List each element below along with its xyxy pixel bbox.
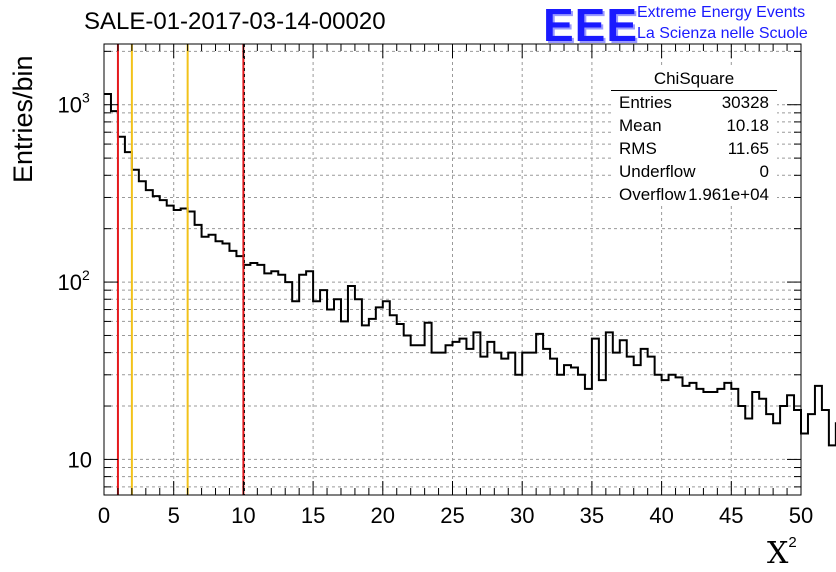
y-tick-label-exponent: 2 — [82, 267, 90, 283]
x-tick-label: 15 — [301, 503, 325, 528]
x-tick-label: 25 — [440, 503, 464, 528]
stat-value: 30328 — [721, 93, 769, 112]
stat-row-entries: Entries 30328 — [619, 93, 769, 115]
stat-key: Overflow — [619, 185, 687, 204]
y-tick-label: 10 — [58, 270, 82, 295]
y-axis-label: Entries/bin — [8, 55, 38, 183]
stat-key: RMS — [619, 139, 657, 158]
stat-row-mean: Mean 10.18 — [619, 116, 769, 138]
x-tick-label: 40 — [649, 503, 673, 528]
logo-line-2: La Scienza nelle Scuole — [637, 25, 808, 42]
histogram-outline — [104, 92, 836, 447]
x-axis-label-superscript: 2 — [788, 534, 797, 551]
stat-key: Underflow — [619, 162, 696, 181]
x-tick-label: 45 — [719, 503, 743, 528]
y-tick-label: 10 — [58, 93, 82, 118]
logo-line-1: Extreme Energy Events — [637, 4, 806, 21]
x-axis-label: X2 — [767, 534, 797, 571]
stat-key: Mean — [619, 116, 662, 135]
stats-divider — [611, 90, 777, 91]
x-tick-label: 30 — [510, 503, 534, 528]
y-tick-label-exponent: 3 — [82, 90, 90, 106]
stat-row-rms: RMS 11.65 — [619, 139, 769, 161]
y-tick-label: 10 — [68, 447, 92, 472]
x-tick-label: 20 — [371, 503, 395, 528]
run-title: SALE-01-2017-03-14-00020 — [84, 8, 386, 35]
x-tick-label: 35 — [580, 503, 604, 528]
stats-title: ChiSquare — [653, 69, 735, 88]
stat-value: 0 — [759, 162, 769, 181]
x-axis-label-base: X — [767, 536, 789, 571]
eee-logo: EEE — [543, 0, 639, 51]
stat-key: Entries — [619, 93, 672, 112]
stat-row-underflow: Underflow 0 — [619, 162, 769, 184]
x-tick-label: 50 — [789, 503, 813, 528]
stat-value: 1.961e+04 — [688, 185, 769, 204]
x-tick-label: 10 — [231, 503, 255, 528]
stats-box: ChiSquare Entries 30328 Mean 10.18 RMS 1… — [611, 68, 777, 204]
stat-row-overflow: Overflow 1.961e+04 — [619, 185, 769, 207]
x-tick-label: 5 — [168, 503, 180, 528]
x-tick-label: 0 — [98, 503, 110, 528]
stat-value: 11.65 — [727, 139, 769, 158]
stat-value: 10.18 — [726, 116, 769, 135]
